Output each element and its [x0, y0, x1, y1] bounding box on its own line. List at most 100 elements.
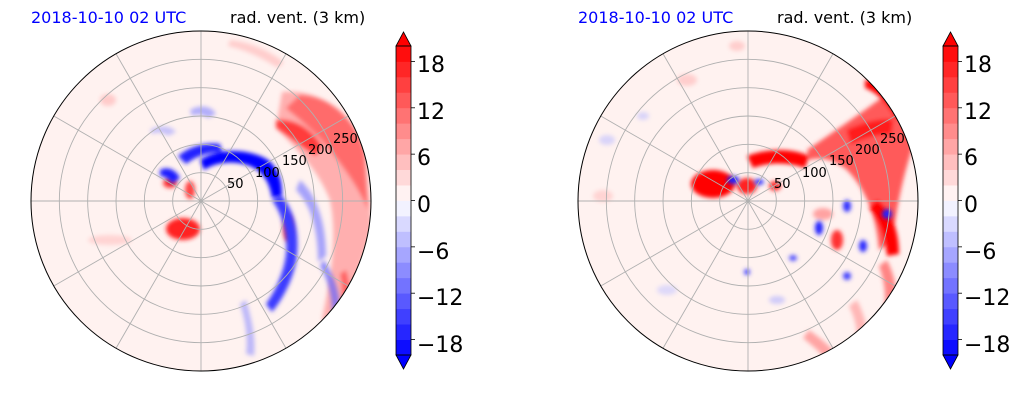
- colorbar-band: [943, 308, 958, 325]
- spoke-120: [115, 53, 202, 202]
- ring-label-50: 50: [227, 177, 244, 192]
- ring-label-250: 250: [880, 132, 905, 147]
- colorbar-band: [396, 61, 411, 78]
- colorbar-band: [396, 262, 411, 279]
- panel-left-date-title: 2018-10-10 02 UTC: [31, 8, 187, 27]
- spoke-300: [747, 200, 834, 349]
- colorbar-band: [396, 154, 411, 170]
- colorbar-tick-0: 0: [417, 193, 431, 218]
- polar-frame: [30, 30, 372, 372]
- colorbar-tick-labels: 18 12 6 0 −6 −12 −18: [417, 53, 463, 358]
- panel-left: 2018-10-10 02 UTC rad. vent. (3 km): [30, 8, 463, 372]
- ring-label-50: 50: [774, 177, 791, 192]
- field-left: [88, 40, 371, 356]
- ring-label-200: 200: [308, 143, 333, 158]
- colorbar-band: [396, 231, 411, 248]
- colorbar-band: [396, 46, 411, 62]
- colorbar-band: [396, 200, 411, 217]
- colorbar-band: [396, 92, 411, 109]
- colorbar-band: [396, 169, 411, 186]
- colorbar-tick-12: 12: [964, 100, 992, 125]
- colorbar: [395, 31, 415, 370]
- spoke-210: [53, 200, 202, 287]
- colorbar-band: [396, 138, 411, 155]
- spoke-150: [53, 115, 202, 202]
- colorbar-band: [396, 246, 411, 263]
- colorbar-tick-18: 18: [417, 53, 445, 78]
- ring-label-100: 100: [255, 166, 280, 181]
- colorbar-tick-neg18: −18: [964, 333, 1010, 358]
- colorbar-band: [396, 324, 411, 340]
- colorbar-band: [396, 185, 411, 201]
- ring-label-150: 150: [829, 154, 854, 169]
- spoke-30: [747, 115, 896, 202]
- colorbar-tick-labels: 18 12 6 0 −6 −12 −18: [964, 53, 1010, 358]
- colorbar-tick-18: 18: [964, 53, 992, 78]
- polar-grid: [578, 31, 918, 371]
- colorbar-tick-neg18: −18: [417, 333, 463, 358]
- colorbar-band: [396, 293, 411, 310]
- ring-label-100: 100: [802, 166, 827, 181]
- spoke-60: [747, 53, 834, 202]
- colorbar-tick-neg12: −12: [417, 286, 463, 311]
- colorbar-band: [943, 169, 958, 186]
- spoke-240: [115, 200, 202, 349]
- colorbar-band: [943, 154, 958, 170]
- colorbar-tick-neg6: −6: [417, 240, 449, 265]
- colorbar-band: [943, 46, 958, 62]
- ring-labels: 50 100 150 200 250: [774, 132, 905, 192]
- spoke-30: [200, 115, 349, 202]
- colorbar-band: [396, 308, 411, 325]
- colorbar-band: [396, 76, 411, 93]
- colorbar-tick-neg6: −6: [964, 240, 996, 265]
- colorbar-tick-neg12: −12: [964, 286, 1010, 311]
- spoke-210: [600, 200, 749, 287]
- polar-frame: [577, 30, 919, 372]
- spoke-150: [600, 115, 749, 202]
- panel-right-date-title: 2018-10-10 02 UTC: [578, 8, 734, 27]
- colorbar-band: [943, 324, 958, 340]
- colorbar-band: [943, 61, 958, 78]
- colorbar-band: [943, 92, 958, 109]
- colorbar-extend-min: [395, 354, 412, 370]
- colorbar-tick-12: 12: [417, 100, 445, 125]
- panel-right: 2018-10-10 02 UTC rad. vent. (3 km): [547, 0, 1028, 401]
- spoke-330: [200, 200, 349, 287]
- panel-left-variable-title: rad. vent. (3 km): [230, 8, 366, 27]
- colorbar-band: [396, 277, 411, 294]
- colorbar-tick-6: 6: [964, 146, 978, 171]
- spoke-60: [200, 53, 287, 202]
- panel-left-plot: 50 100 150 200 250 18 12 6 0 −6 −12 −18: [30, 30, 463, 372]
- colorbar-band: [943, 200, 958, 217]
- panel-right-plot: 50 100 150 200 250 18 12 6 0 −6 −12 −18: [577, 30, 1010, 372]
- spoke-330: [747, 200, 896, 287]
- colorbar-band: [943, 138, 958, 155]
- colorbar-band: [943, 277, 958, 294]
- ring-label-200: 200: [855, 143, 880, 158]
- colorbar-band: [396, 123, 411, 140]
- colorbar-tick-0: 0: [964, 193, 978, 218]
- colorbar-tick-6: 6: [417, 146, 431, 171]
- colorbar-band: [943, 76, 958, 93]
- spoke-120: [662, 53, 749, 202]
- panel-right-variable-title: rad. vent. (3 km): [777, 8, 913, 27]
- colorbar-band: [396, 339, 411, 356]
- ring-label-150: 150: [282, 154, 307, 169]
- colorbar: [942, 31, 962, 370]
- ring-labels: 50 100 150 200 250: [227, 132, 358, 192]
- colorbar-band: [943, 107, 958, 124]
- colorbar-band: [396, 215, 411, 232]
- colorbar-band: [943, 339, 958, 356]
- colorbar-band: [943, 231, 958, 248]
- polar-grid: [31, 31, 371, 371]
- colorbar-band: [396, 107, 411, 124]
- spoke-300: [200, 200, 287, 349]
- colorbar-band: [943, 215, 958, 232]
- colorbar-extend-min: [942, 354, 959, 370]
- colorbar-band: [943, 123, 958, 140]
- colorbar-extend-max: [395, 31, 412, 47]
- colorbar-band: [943, 246, 958, 263]
- colorbar-extend-max: [942, 31, 959, 47]
- colorbar-band: [943, 293, 958, 310]
- ring-label-250: 250: [333, 132, 358, 147]
